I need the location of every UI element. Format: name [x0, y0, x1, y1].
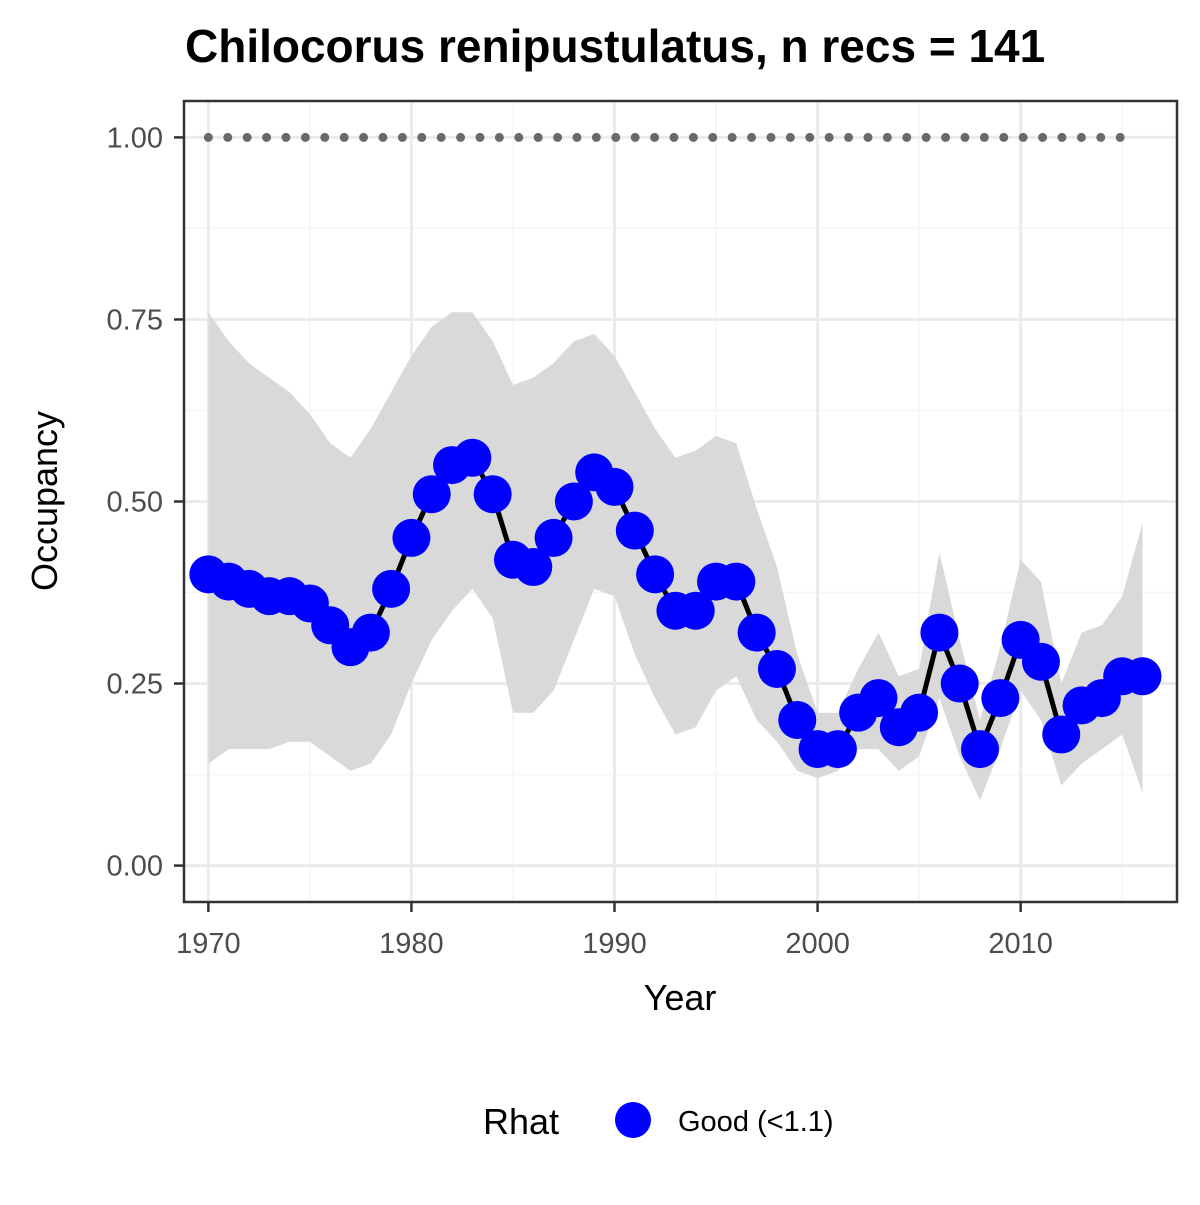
data-point — [1123, 657, 1162, 696]
data-point — [717, 562, 756, 601]
data-point — [514, 548, 553, 587]
x-axis-title: Year — [644, 977, 717, 1018]
legend-title: Rhat — [483, 1101, 559, 1142]
x-tick-label: 2000 — [785, 928, 850, 960]
y-tick-label: 0.25 — [107, 669, 163, 701]
data-point — [615, 511, 654, 550]
data-point — [737, 613, 776, 652]
y-tick-label: 0.50 — [107, 487, 163, 519]
x-tick-label: 2010 — [988, 928, 1053, 960]
data-point — [900, 693, 939, 732]
data-point — [1042, 715, 1081, 754]
data-point — [534, 518, 573, 557]
y-tick-label: 0.00 — [107, 851, 163, 883]
data-point — [1021, 642, 1060, 681]
y-tick-label: 1.00 — [107, 122, 163, 154]
x-tick-label: 1990 — [582, 928, 647, 960]
data-point — [981, 679, 1020, 718]
data-point — [595, 467, 634, 506]
data-point — [859, 679, 898, 718]
data-point — [351, 613, 390, 652]
chart-title: Chilocorus renipustulatus, n recs = 141 — [185, 20, 1045, 72]
data-point — [920, 613, 959, 652]
legend-label-good: Good (<1.1) — [678, 1106, 834, 1138]
data-point — [778, 700, 817, 739]
y-axis: 0.00 0.25 0.50 0.75 1.00 — [107, 122, 184, 883]
legend: Rhat Good (<1.1) — [483, 1101, 834, 1142]
data-point — [412, 475, 451, 514]
y-tick-label: 0.75 — [107, 304, 163, 336]
x-axis: 1970 1980 1990 2000 2010 — [176, 902, 1053, 960]
data-point — [636, 555, 675, 594]
data-point — [554, 482, 593, 521]
data-point — [757, 649, 796, 688]
plot-data-layer — [189, 132, 1162, 801]
legend-key-good — [615, 1102, 651, 1138]
data-point — [961, 730, 1000, 769]
x-tick-label: 1980 — [379, 928, 444, 960]
plot-area — [182, 99, 1179, 904]
data-point — [818, 730, 857, 769]
data-point — [676, 591, 715, 630]
confidence-ribbon — [208, 312, 1143, 801]
x-tick-label: 1970 — [176, 928, 241, 960]
data-point — [940, 664, 979, 703]
data-point — [453, 438, 492, 477]
data-point — [372, 569, 411, 608]
data-point — [392, 518, 431, 557]
y-axis-title: Occupancy — [24, 411, 65, 591]
data-point — [473, 475, 512, 514]
